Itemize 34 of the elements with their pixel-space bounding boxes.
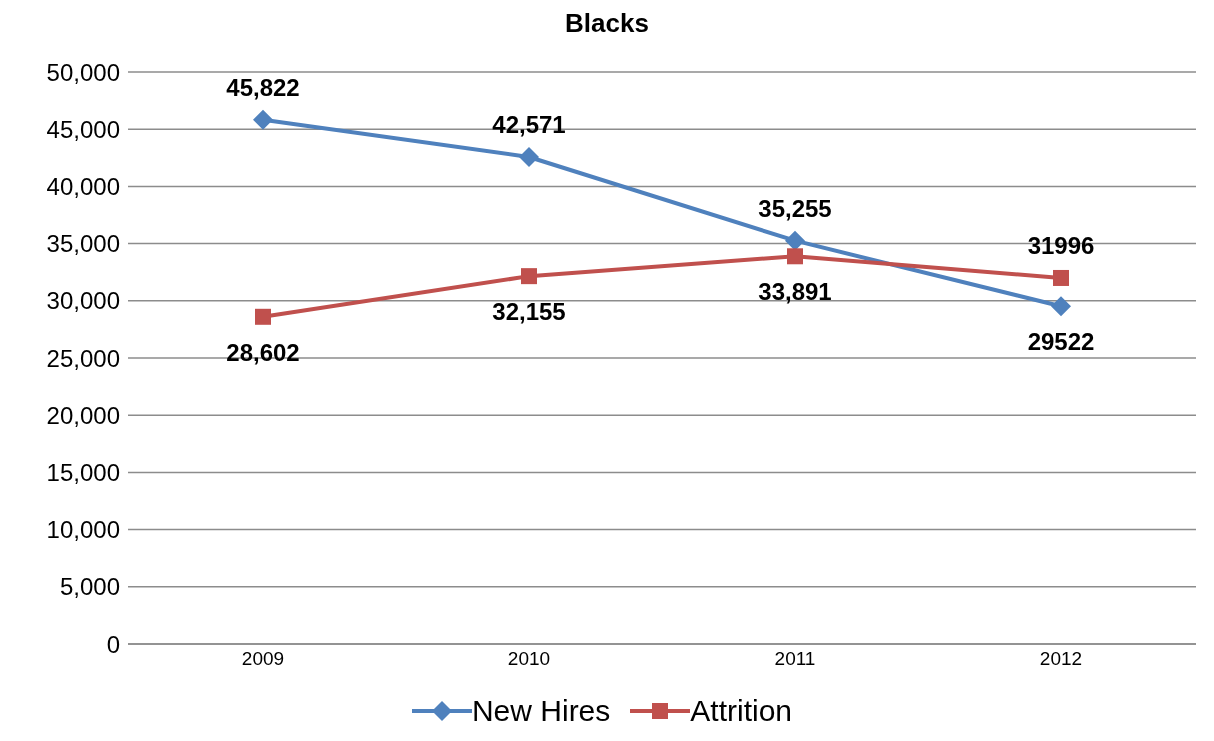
x-tick-label: 2010 xyxy=(507,648,551,670)
data-label: 42,571 xyxy=(492,110,566,138)
x-tick-label: 2009 xyxy=(241,648,285,670)
y-tick-label: 10,000 xyxy=(46,516,120,544)
point xyxy=(1053,269,1069,286)
data-label: 32,155 xyxy=(492,298,566,326)
data-label: 33,891 xyxy=(758,278,832,306)
point xyxy=(255,308,271,325)
data-label: 45,822 xyxy=(226,73,300,101)
data-label: 28,602 xyxy=(226,338,300,366)
point xyxy=(787,248,803,265)
data-label: 31996 xyxy=(1027,231,1095,259)
point xyxy=(785,230,805,251)
y-tick-label: 25,000 xyxy=(46,344,120,372)
y-tick-label: 35,000 xyxy=(46,230,120,258)
point xyxy=(253,109,273,130)
y-tick-label: 30,000 xyxy=(46,287,120,315)
point xyxy=(1051,296,1071,317)
y-tick-label: 50,000 xyxy=(46,58,120,86)
y-tick-label: 0 xyxy=(106,630,120,658)
y-tick-label: 5,000 xyxy=(59,573,120,601)
data-label: 35,255 xyxy=(758,194,832,222)
point xyxy=(519,146,539,167)
y-tick-label: 40,000 xyxy=(46,172,120,200)
legend-label: New Hires xyxy=(471,694,611,728)
legend-label: Attrition xyxy=(690,694,793,728)
y-tick-label: 20,000 xyxy=(46,401,120,429)
x-tick-label: 2012 xyxy=(1039,648,1083,670)
y-tick-label: 45,000 xyxy=(46,115,120,143)
chart-title: Blacks xyxy=(564,8,650,40)
point xyxy=(521,268,537,285)
y-tick-label: 15,000 xyxy=(46,458,120,486)
x-tick-label: 2011 xyxy=(774,648,816,670)
data-label: 29522 xyxy=(1027,328,1095,356)
